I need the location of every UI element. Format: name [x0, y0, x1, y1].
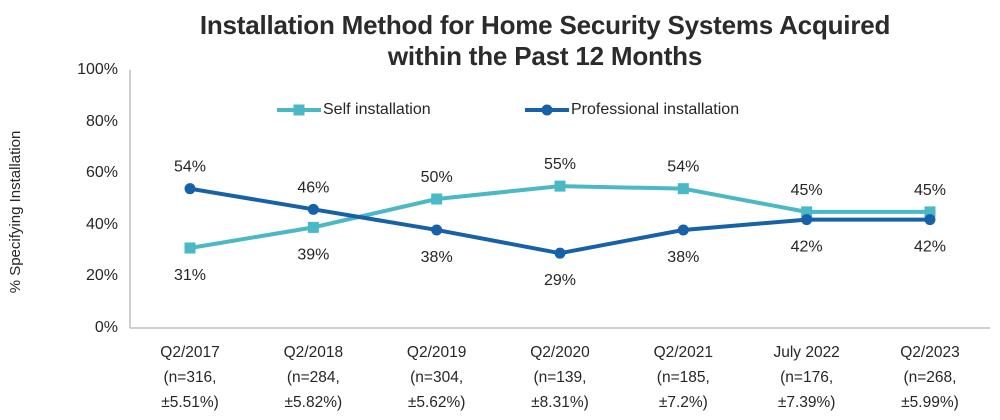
x-tick-label-line: Q2/2018: [283, 344, 344, 361]
data-point-professional-installation: [801, 214, 813, 226]
x-tick-label-line: ±7.39%): [777, 394, 836, 411]
y-tick-label: 20%: [85, 267, 118, 285]
data-point-self-installation: [184, 242, 196, 254]
chart-title: Installation Method for Home Security Sy…: [95, 10, 995, 72]
data-point-professional-installation: [184, 183, 196, 195]
data-label-self-installation: 31%: [174, 267, 206, 284]
data-label-professional-installation: 38%: [667, 249, 699, 266]
x-tick-label-line: (n=284,: [286, 369, 340, 386]
data-point-self-installation: [801, 206, 813, 218]
data-point-self-installation: [554, 180, 566, 192]
data-point-self-installation: [677, 183, 689, 195]
x-tick-label: Q2/2018 (n=284, ±5.82%): [248, 340, 378, 415]
x-tick-label-line: Q2/2023: [900, 344, 960, 361]
x-tick-label: Q2/2021 (n=185, ±7.2%): [618, 340, 748, 415]
data-label-self-installation: 39%: [297, 246, 329, 263]
y-tick-label: 60%: [85, 164, 118, 182]
legend-item-professional-installation: Professional installation: [525, 100, 739, 120]
data-label-professional-installation: 54%: [174, 159, 206, 176]
chart-title-line1: Installation Method for Home Security Sy…: [199, 10, 891, 40]
x-tick-label-line: ±7.2%): [658, 394, 708, 411]
data-point-professional-installation: [677, 224, 689, 236]
data-point-self-installation: [431, 193, 443, 205]
y-tick-label: 80%: [85, 112, 118, 130]
x-tick-label-line: ±8.31%): [531, 394, 589, 411]
x-tick-label-line: (n=268,: [903, 369, 957, 386]
professional-installation-marker-icon: [525, 104, 569, 116]
x-tick-label-line: Q2/2020: [530, 344, 590, 361]
data-label-self-installation: 45%: [914, 182, 946, 199]
x-tick-label-line: July 2022: [773, 344, 840, 361]
data-label-professional-installation: 46%: [297, 179, 329, 196]
data-label-self-installation: 55%: [544, 156, 576, 173]
x-tick-label: Q2/2019 (n=304, ±5.62%): [372, 340, 502, 415]
x-tick-label-line: Q2/2021: [653, 344, 714, 361]
data-label-professional-installation: 42%: [791, 239, 823, 256]
legend-label-professional: Professional installation: [571, 101, 740, 118]
legend-label-self: Self installation: [323, 101, 431, 118]
data-label-self-installation: 45%: [791, 182, 823, 199]
x-tick-label-line: Q2/2019: [406, 344, 467, 361]
x-tick-label-line: (n=176,: [780, 369, 834, 386]
data-point-professional-installation: [554, 247, 566, 259]
x-tick-label-line: (n=316,: [163, 369, 217, 386]
data-point-professional-installation: [307, 203, 319, 215]
y-tick-label: 40%: [85, 215, 118, 233]
data-label-self-installation: 54%: [667, 159, 699, 176]
x-tick-label: Q2/2020 (n=139, ±8.31%): [495, 340, 625, 415]
data-point-professional-installation: [431, 224, 443, 236]
chart-title-line2: within the Past 12 Months: [387, 41, 703, 71]
x-tick-label: July 2022 (n=176, ±7.39%): [742, 340, 872, 415]
legend-item-self-installation: Self installation: [277, 100, 431, 120]
y-tick-label: 0%: [94, 319, 118, 336]
data-point-self-installation: [924, 206, 936, 218]
data-label-professional-installation: 29%: [544, 272, 576, 289]
x-tick-label: Q2/2017 (n=316, ±5.51%): [125, 340, 255, 415]
self-installation-marker-icon: [277, 104, 321, 116]
x-tick-label-line: ±5.82%): [284, 394, 343, 411]
data-point-professional-installation: [924, 214, 936, 226]
data-label-professional-installation: 38%: [421, 249, 453, 266]
data-point-self-installation: [307, 221, 319, 233]
data-label-professional-installation: 42%: [914, 239, 946, 256]
x-tick-label: Q2/2023 (n=268, ±5.99%): [865, 340, 995, 415]
x-tick-label-line: ±5.99%): [901, 394, 959, 411]
x-tick-label-line: ±5.62%): [407, 394, 466, 411]
data-label-self-installation: 50%: [421, 169, 453, 186]
x-tick-label-line: ±5.51%): [161, 394, 219, 411]
x-tick-label-line: Q2/2017: [160, 344, 220, 361]
x-tick-label-line: (n=139,: [533, 369, 587, 386]
x-tick-label-line: (n=185,: [656, 369, 710, 386]
y-tick-label: 100%: [77, 61, 118, 78]
x-tick-label-line: (n=304,: [410, 369, 464, 386]
